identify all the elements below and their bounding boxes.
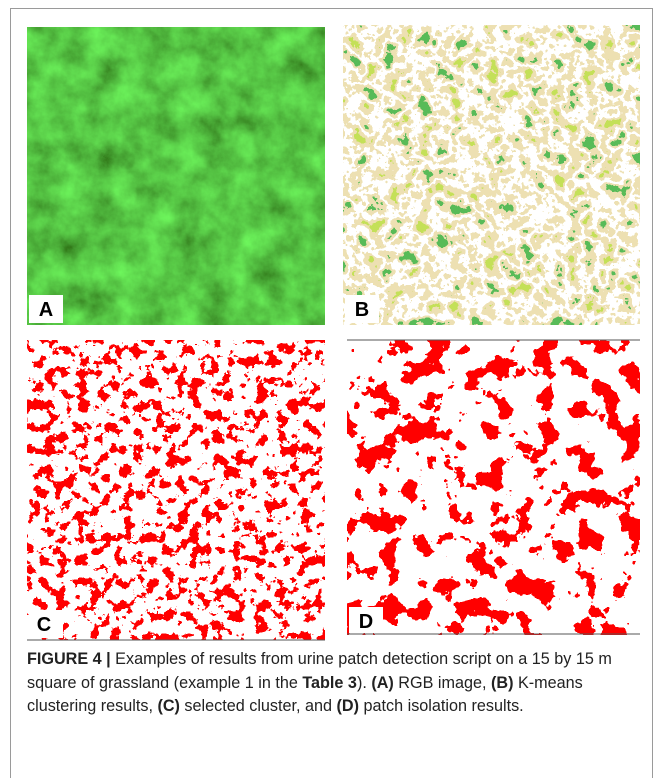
panel-d: D: [347, 339, 640, 635]
panel-label: D: [359, 611, 373, 633]
caption-text: RGB image,: [393, 673, 491, 692]
figure-frame: [10, 8, 653, 778]
caption-text: selected cluster, and: [179, 697, 337, 715]
caption-text: Examples of results from urine patch det…: [27, 650, 612, 692]
caption-bold: Table 3: [302, 673, 357, 692]
caption: FIGURE 4 | Examples of results from urin…: [27, 648, 637, 719]
panel-label: B: [355, 299, 369, 321]
caption-bold: (D): [336, 697, 359, 715]
panel-c: C: [27, 340, 325, 641]
caption-text: ).: [356, 673, 372, 692]
panel-a: A: [27, 27, 325, 325]
figure: A B C D: [27, 25, 640, 641]
caption-bold: FIGURE 4 |: [27, 650, 111, 668]
caption-text: patch isolation results.: [359, 697, 524, 715]
caption-bold: (B): [490, 673, 514, 692]
panel-b: B: [343, 25, 640, 325]
panel-label: A: [39, 299, 53, 321]
caption-bold: (A): [371, 673, 394, 692]
caption-text: K-means clustering results,: [27, 673, 583, 716]
panel-label: C: [37, 614, 51, 636]
caption-bold: (C): [157, 697, 180, 715]
